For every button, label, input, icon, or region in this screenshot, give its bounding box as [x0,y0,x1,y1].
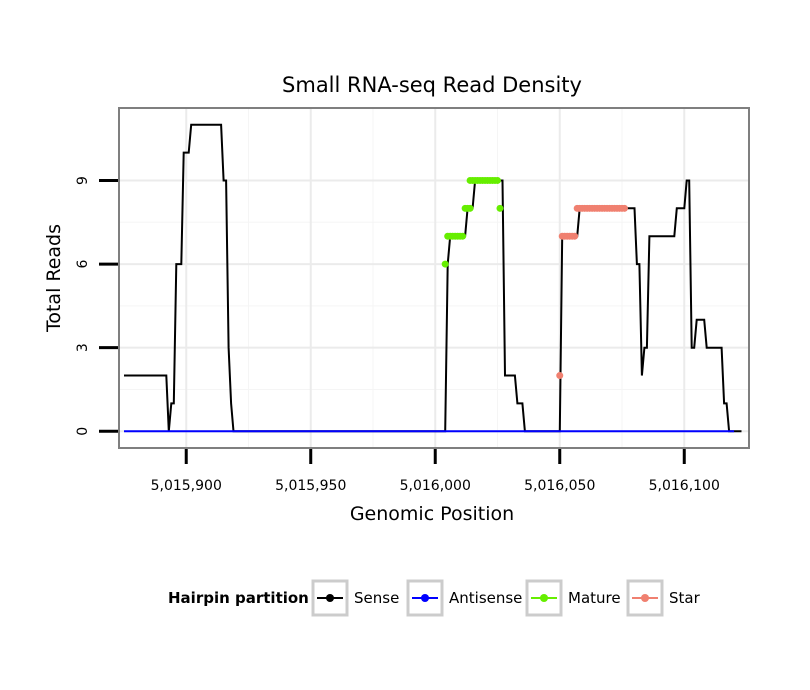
legend-item-star: Star [626,579,701,617]
y-tick-label: 9 [75,176,91,185]
legend-item-sense: Sense [311,579,399,617]
series-layer [124,123,742,433]
plot-border [118,107,750,449]
series-line-sense [124,123,742,433]
plot-panel [119,108,749,448]
x-tick-label: 5,016,100 [649,478,720,494]
x-tick-label: 5,015,900 [151,478,222,494]
data-point-mature [496,204,504,212]
x-tick-label: 5,016,050 [524,478,595,494]
data-point-star [620,204,628,212]
legend-key-point [326,594,334,602]
legend-title: Hairpin partition [168,589,309,607]
x-axis: 5,015,900 5,015,950 5,016,000 5,016,050 5,01… [151,449,720,494]
data-point-star [571,232,579,240]
chart-title: Small RNA-seq Read Density [282,73,582,97]
y-tick-label: 0 [75,427,91,436]
x-tick-label: 5,016,000 [400,478,471,494]
data-point-star [556,372,564,380]
legend-label: Star [669,589,701,607]
x-axis-label: Genomic Position [350,503,514,525]
legend: Hairpin partition Sense Antisense Mature St… [168,579,701,617]
legend-label: Sense [354,589,399,607]
legend-item-antisense: Antisense [406,579,522,617]
legend-label: Antisense [449,589,522,607]
data-point-mature [466,204,474,212]
y-axis: 0 3 6 9 [75,176,118,436]
data-point-mature [493,176,501,184]
data-point-mature [441,260,449,268]
legend-label: Mature [568,589,621,607]
y-tick-label: 6 [75,260,91,269]
legend-item-mature: Mature [525,579,621,617]
legend-key-point [540,594,548,602]
legend-key-point [421,594,429,602]
y-tick-label: 3 [75,343,91,352]
data-point-mature [459,232,467,240]
legend-key-point [641,594,649,602]
x-tick-label: 5,015,950 [275,478,346,494]
y-axis-label: Total Reads [43,224,65,333]
